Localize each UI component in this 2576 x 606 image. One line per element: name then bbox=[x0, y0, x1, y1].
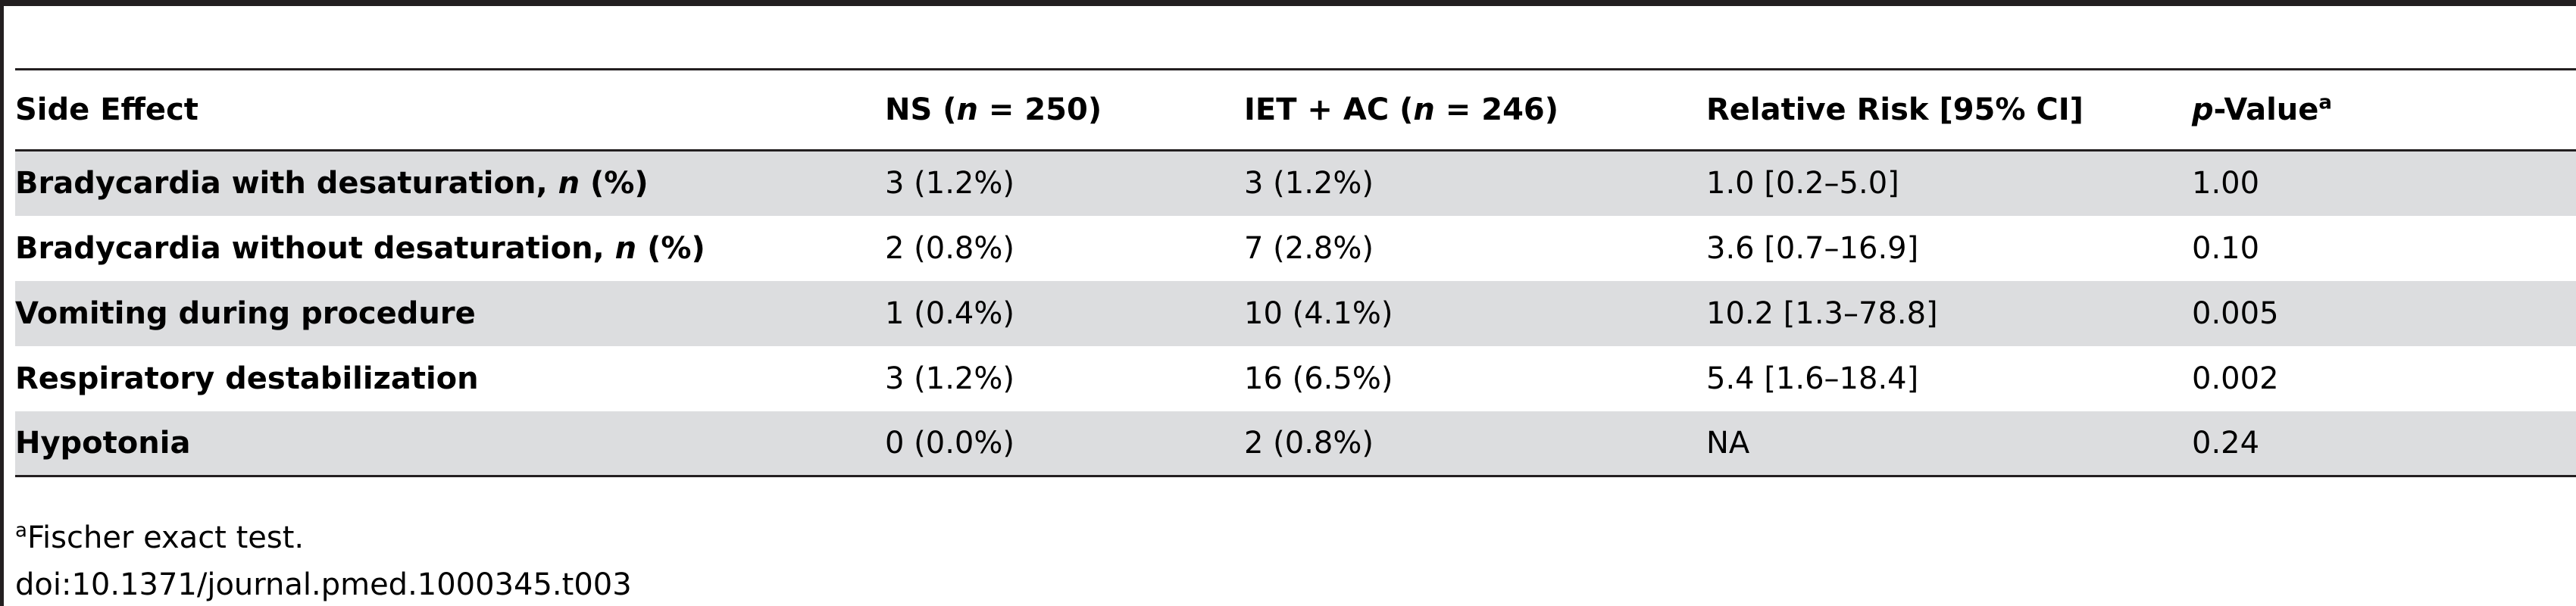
header-iet-label: IET + AC ( bbox=[1244, 92, 1414, 127]
header-p-value: p-Valuea bbox=[2192, 69, 2576, 152]
footnote-text: Fischer exact test. bbox=[27, 520, 305, 555]
row-p: 1.00 bbox=[2192, 166, 2260, 201]
header-iet-ac: IET + AC (n = 246) bbox=[1244, 69, 1706, 152]
table-row: Bradycardia with desaturation, n (%) 3 (… bbox=[15, 150, 2576, 216]
row-side-effect: Vomiting during procedure bbox=[15, 281, 885, 346]
side-effects-table: Side Effect NS (n = 250) IET + AC (n = 2… bbox=[15, 68, 2576, 477]
header-side-effect-label: Side Effect bbox=[15, 92, 199, 127]
doi-text: doi:10.1371/journal.pmed.1000345.t003 bbox=[15, 567, 632, 602]
header-side-effect: Side Effect bbox=[15, 69, 885, 152]
row-label-suffix: (%) bbox=[636, 230, 705, 266]
row-label-suffix: (%) bbox=[580, 166, 649, 201]
header-ns-count: = 250) bbox=[977, 92, 1102, 127]
row-label: Vomiting during procedure bbox=[15, 295, 476, 331]
row-label: Bradycardia without desaturation, bbox=[15, 230, 615, 266]
side-effects-table-container: Side Effect NS (n = 250) IET + AC (n = 2… bbox=[15, 68, 2576, 477]
row-label: Respiratory destabilization bbox=[15, 361, 479, 396]
row-iet: 7 (2.8%) bbox=[1244, 230, 1374, 266]
table-row: Vomiting during procedure 1 (0.4%) 10 (4… bbox=[15, 280, 2576, 346]
row-p: 0.002 bbox=[2192, 361, 2279, 396]
table-footnote: aFischer exact test. bbox=[15, 519, 305, 555]
row-p: 0.24 bbox=[2192, 425, 2260, 461]
row-side-effect: Bradycardia without desaturation, n (%) bbox=[15, 216, 885, 281]
row-side-effect: Respiratory destabilization bbox=[15, 346, 885, 411]
row-side-effect: Hypotonia bbox=[15, 411, 885, 476]
table-body: Bradycardia with desaturation, n (%) 3 (… bbox=[15, 150, 2576, 476]
table-row: Bradycardia without desaturation, n (%) … bbox=[15, 216, 2576, 281]
row-iet: 3 (1.2%) bbox=[1244, 166, 1374, 201]
header-p-footnote-marker: a bbox=[2318, 91, 2332, 114]
row-label: Hypotonia bbox=[15, 425, 191, 461]
row-ns: 2 (0.8%) bbox=[885, 230, 1014, 266]
row-rr: 3.6 [0.7–16.9] bbox=[1706, 230, 1919, 266]
row-label-italic: n bbox=[558, 166, 580, 201]
table-header: Side Effect NS (n = 250) IET + AC (n = 2… bbox=[15, 69, 2576, 152]
row-rr: 10.2 [1.3–78.8] bbox=[1706, 295, 1938, 331]
row-rr: NA bbox=[1706, 425, 1750, 461]
header-row: Side Effect NS (n = 250) IET + AC (n = 2… bbox=[15, 69, 2576, 152]
header-iet-count: = 246) bbox=[1434, 92, 1559, 127]
header-ns: NS (n = 250) bbox=[885, 69, 1244, 152]
row-side-effect: Bradycardia with desaturation, n (%) bbox=[15, 151, 885, 216]
row-ns: 3 (1.2%) bbox=[885, 166, 1014, 201]
row-p: 0.005 bbox=[2192, 295, 2279, 331]
table-row: Respiratory destabilization 3 (1.2%) 16 … bbox=[15, 346, 2576, 411]
header-p-rest: -Value bbox=[2213, 92, 2319, 127]
header-ns-label: NS ( bbox=[885, 92, 957, 127]
header-iet-n: n bbox=[1413, 92, 1435, 127]
row-iet: 10 (4.1%) bbox=[1244, 295, 1393, 331]
header-ns-n: n bbox=[956, 92, 978, 127]
row-ns: 1 (0.4%) bbox=[885, 295, 1014, 331]
row-rr: 5.4 [1.6–18.4] bbox=[1706, 361, 1919, 396]
row-iet: 16 (6.5%) bbox=[1244, 361, 1393, 396]
left-border-rule bbox=[0, 0, 4, 606]
row-rr: 1.0 [0.2–5.0] bbox=[1706, 166, 1899, 201]
row-label-italic: n bbox=[614, 230, 637, 266]
row-ns: 3 (1.2%) bbox=[885, 361, 1014, 396]
row-ns: 0 (0.0%) bbox=[885, 425, 1014, 461]
row-iet: 2 (0.8%) bbox=[1244, 425, 1374, 461]
row-label: Bradycardia with desaturation, bbox=[15, 166, 558, 201]
header-p-italic: p bbox=[2192, 92, 2214, 127]
table-row: Hypotonia 0 (0.0%) 2 (0.8%) NA 0.24 bbox=[15, 411, 2576, 476]
top-border-rule bbox=[0, 0, 2576, 6]
footnote-marker: a bbox=[15, 519, 27, 542]
header-relative-risk: Relative Risk [95% CI] bbox=[1706, 69, 2192, 152]
row-p: 0.10 bbox=[2192, 230, 2260, 266]
header-rr-label: Relative Risk [95% CI] bbox=[1706, 92, 2084, 127]
